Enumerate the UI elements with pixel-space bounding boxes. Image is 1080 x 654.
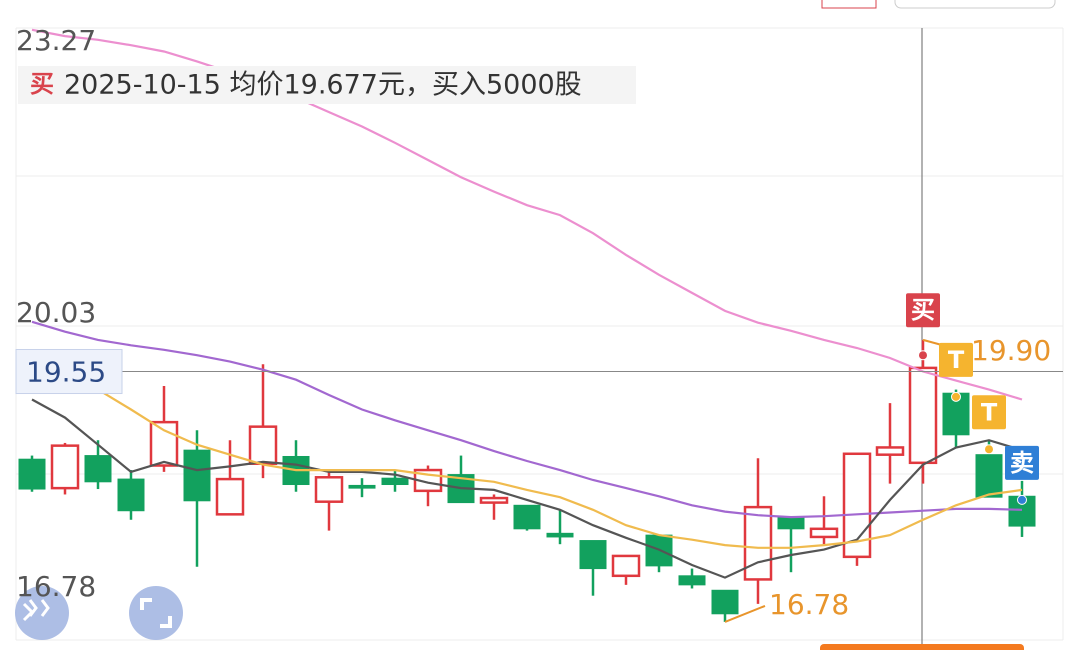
icon <box>140 598 172 628</box>
grid <box>15 27 1064 641</box>
candle-body <box>908 366 938 465</box>
annotation-label: 19.90 <box>971 334 1051 367</box>
header-bg <box>18 66 636 104</box>
bottom-button[interactable] <box>820 644 1024 654</box>
candle-body <box>611 554 641 578</box>
ma-line <box>31 398 1023 579</box>
trade-dot <box>918 350 928 361</box>
candle-body <box>381 477 409 486</box>
trade-badge <box>1005 445 1039 480</box>
candle-body <box>117 478 145 512</box>
y-tick-label: 23.27 <box>16 24 96 57</box>
trade-badge <box>972 395 1006 430</box>
candle-body <box>546 532 574 538</box>
fullscreen-button[interactable] <box>129 586 183 640</box>
candle-body <box>711 589 739 615</box>
trade-badge-label: 卖 <box>1010 449 1034 477</box>
candle-body <box>579 540 607 570</box>
trade-dot <box>951 391 961 402</box>
trade-badge-label: T <box>981 398 998 426</box>
ma-line <box>31 28 1023 401</box>
candle-body <box>149 420 179 467</box>
header-text: 2025-10-15 均价19.677元，买入5000股 <box>64 70 582 101</box>
trade-dot <box>1017 494 1027 505</box>
plot <box>18 28 1036 622</box>
icon-button[interactable] <box>15 586 69 640</box>
trade-badge-label: 买 <box>911 296 935 324</box>
trade-badge-label: T <box>948 346 965 374</box>
top-button[interactable] <box>821 0 877 9</box>
candle-body <box>348 484 376 489</box>
candle-body <box>183 449 211 502</box>
price-label-box <box>15 349 123 395</box>
icon <box>22 599 50 622</box>
candle-body <box>84 455 112 483</box>
candle-body <box>314 476 344 503</box>
candle-body <box>743 505 773 581</box>
header-icon: 买 <box>30 70 54 98</box>
candle-body <box>678 575 706 586</box>
y-tick-label: 16.78 <box>16 570 96 603</box>
trade-badge <box>906 293 940 328</box>
y-tick-label: 20.03 <box>16 296 96 329</box>
ma-line <box>97 388 1023 549</box>
trade-badge <box>939 342 973 377</box>
candle-body <box>248 425 278 465</box>
candle-body <box>50 444 80 490</box>
candle-body <box>975 454 1003 498</box>
candle-body <box>479 496 509 504</box>
candle-body <box>875 446 905 456</box>
candle-body <box>513 504 541 530</box>
annotation-line <box>724 604 766 623</box>
price-label: 19.55 <box>26 356 106 389</box>
candle-body <box>18 458 46 490</box>
ma-line <box>31 320 1023 519</box>
annotation-label: 16.78 <box>769 588 849 621</box>
trade-dot <box>984 444 994 455</box>
candle-body <box>777 516 805 530</box>
candle-body <box>215 477 245 516</box>
top-button[interactable] <box>894 0 1056 9</box>
candle-body <box>809 527 839 539</box>
